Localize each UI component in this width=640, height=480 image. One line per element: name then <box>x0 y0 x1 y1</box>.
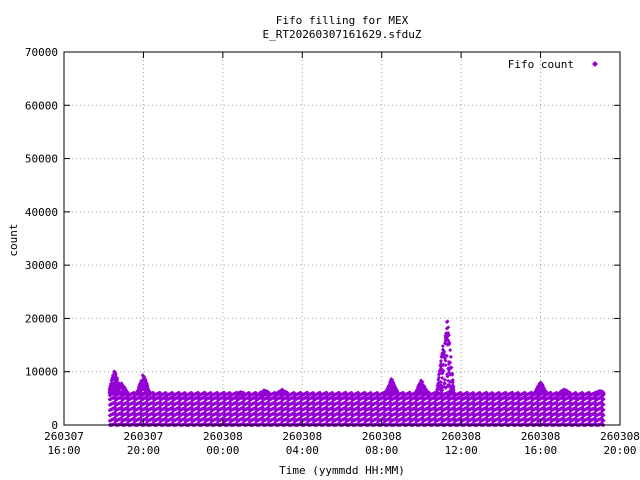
y-tick-label: 30000 <box>25 259 58 272</box>
x-tick-label-date: 260308 <box>441 430 481 443</box>
y-tick-label: 50000 <box>25 153 58 166</box>
x-tick-label-date: 260308 <box>362 430 402 443</box>
legend: Fifo count <box>508 58 598 71</box>
legend-label: Fifo count <box>508 58 574 71</box>
x-tick-label-date: 260308 <box>203 430 243 443</box>
x-tick-label-date: 260307 <box>44 430 84 443</box>
y-tick-label: 70000 <box>25 46 58 59</box>
x-tick-label-date: 260308 <box>282 430 322 443</box>
y-tick-label: 40000 <box>25 206 58 219</box>
y-axis-label: count <box>7 223 20 256</box>
y-tick-label: 10000 <box>25 366 58 379</box>
x-tick-label-time: 08:00 <box>365 444 398 457</box>
x-tick-label-date: 260308 <box>521 430 561 443</box>
data-points <box>107 319 606 427</box>
y-tick-label: 0 <box>51 419 58 432</box>
x-tick-label-time: 16:00 <box>47 444 80 457</box>
x-tick-label-time: 04:00 <box>286 444 319 457</box>
y-axis-ticks: 0 10000 20000 30000 40000 50000 60000 70000 <box>25 46 620 432</box>
x-axis-ticks: 26030716:0026030720:0026030800:002603080… <box>44 52 640 457</box>
plot-frame <box>63 51 621 426</box>
x-tick-label-time: 20:00 <box>127 444 160 457</box>
x-tick-label-date: 260307 <box>124 430 164 443</box>
x-tick-label-time: 12:00 <box>445 444 478 457</box>
legend-marker-diamond <box>592 61 598 67</box>
chart-subtitle: E_RT20260307161629.sfduZ <box>263 28 422 41</box>
x-tick-label-date: 260308 <box>600 430 640 443</box>
x-tick-label-time: 16:00 <box>524 444 557 457</box>
x-axis-label: Time (yymmdd HH:MM) <box>279 464 405 477</box>
y-tick-label: 60000 <box>25 99 58 112</box>
y-tick-label: 20000 <box>25 312 58 325</box>
chart-title: Fifo filling for MEX <box>276 14 409 27</box>
x-tick-label-time: 20:00 <box>603 444 636 457</box>
x-tick-label-time: 00:00 <box>206 444 239 457</box>
fifo-count-points <box>107 319 606 427</box>
grid-lines <box>64 52 620 425</box>
